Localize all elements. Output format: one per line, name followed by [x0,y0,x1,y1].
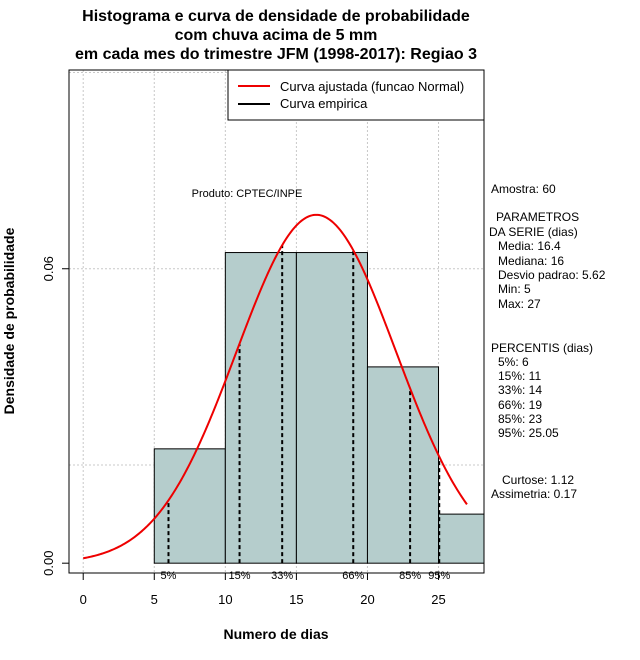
stat-p15: 15%: 11 [498,369,541,383]
parametros-subtitle: DA SERIE (dias) [489,225,578,239]
stat-amostra: Amostra: 60 [491,182,556,196]
histogram-bars [153,252,485,564]
stat-p66: 66%: 19 [498,398,542,412]
histogram-bar-2 [295,252,368,564]
stat-assimetria: Assimetria: 0.17 [491,487,577,501]
legend: Curva ajustada (funcao Normal) Curva emp… [227,69,485,121]
histogram-bar-0 [153,448,226,564]
x-tick-label-4: 20 [360,592,374,607]
percentile-label-3: 66% [342,570,364,582]
chart-title-line-2: com chuva acima de 5 mm [175,27,378,44]
percentile-label-4: 85% [399,570,421,582]
x-tick-label-5: 25 [431,592,445,607]
legend-label-fit: Curva ajustada (funcao Normal) [280,79,464,94]
x-tick-label-2: 10 [218,592,232,607]
stat-curtose: Curtose: 1.12 [502,473,574,487]
percentile-label-0: 5% [161,570,177,582]
legend-label-empirical: Curva empirica [280,96,368,111]
chart-title-line-1: Histograma e curva de densidade de proba… [82,8,470,25]
chart-title-line-3: em cada mes do trimestre JFM (1998-2017)… [75,46,477,63]
y-axis-title: Densidade de probabilidade [1,227,17,414]
x-tick-label-1: 5 [151,592,158,607]
stat-max: Max: 27 [498,297,541,311]
x-axis-title: Numero de dias [223,626,328,642]
parametros-title: PARAMETROS [496,210,579,224]
y-axis: 0.00 0.06 [41,256,69,576]
histogram-bar-1 [224,252,297,564]
stats-panel: Amostra: 60 PARAMETROS DA SERIE (dias) M… [489,182,606,501]
stat-media: Media: 16.4 [498,239,561,253]
percentile-label-2: 33% [271,570,293,582]
x-tick-label-3: 15 [289,592,303,607]
y-tick-label-0: 0.00 [41,551,56,576]
x-tick-label-0: 0 [80,592,87,607]
percentile-label-1: 15% [229,570,251,582]
stat-desvio: Desvio padrao: 5.62 [498,268,606,282]
product-credit: Produto: CPTEC/INPE [192,188,303,200]
histogram-bar-3 [366,366,440,564]
stat-p33: 33%: 14 [498,383,542,397]
percentile-label-5: 95% [428,570,450,582]
percentis-title: PERCENTIS (dias) [491,341,593,355]
x-axis: 0 5 10 15 20 25 [80,572,446,607]
stat-p5: 5%: 6 [498,355,529,369]
stat-p85: 85%: 23 [498,412,542,426]
stat-min: Min: 5 [498,282,531,296]
stat-p95: 95%: 25.05 [498,426,559,440]
stat-mediana: Mediana: 16 [498,254,564,268]
y-tick-label-1: 0.06 [41,256,56,281]
normal-fit-curve [83,213,468,560]
legend-box [227,69,485,121]
histogram-bar-4 [438,513,485,564]
